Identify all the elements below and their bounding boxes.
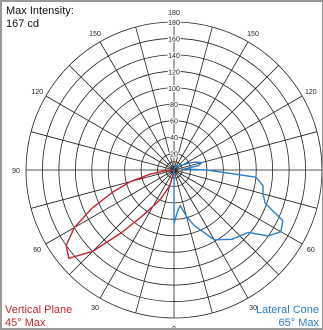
radial-tick-labels: 20 40 60 80 100 120 140 160 180 [167, 19, 181, 160]
angle-label: 150 [89, 31, 101, 38]
grid-spoke [173, 169, 318, 209]
grid-spoke [173, 169, 249, 299]
grid-spoke [45, 95, 175, 171]
polar-candela-chart: 20 40 60 80 100 120 140 160 180 0 30 60 90 120 150 180… [12, 10, 322, 328]
legend-caption-vertical-plane: 45° Max [5, 317, 46, 329]
angle-label: 30 [91, 305, 99, 312]
max-intensity-readout: Max Intensity: 167 cd [6, 5, 74, 31]
legend-label-lateral-cone: Lateral Cone [256, 304, 319, 316]
angle-label: 30 [249, 305, 257, 312]
angle-label: 120 [305, 89, 317, 96]
grid-spoke [69, 169, 175, 275]
grid-spoke [135, 26, 175, 171]
grid-spoke [99, 169, 175, 299]
radial-tick-label: 180 [168, 20, 180, 27]
lateral-cone-curve [173, 161, 284, 241]
vertical-plane-curve [65, 169, 175, 259]
grid-spoke [173, 95, 303, 171]
radial-tick-label: 140 [168, 53, 180, 60]
grid-spoke [135, 169, 175, 314]
radial-tick-label: 80 [170, 102, 178, 109]
grid-spoke [30, 131, 175, 171]
radial-tick-label: 60 [170, 119, 178, 126]
radial-tick-label: 120 [168, 69, 180, 76]
grid-spoke [173, 26, 213, 171]
grid-spoke [69, 65, 175, 171]
angle-label: 150 [247, 31, 259, 38]
radial-tick-label: 160 [168, 36, 180, 43]
angle-label: 60 [33, 247, 41, 254]
grid-spoke [173, 41, 249, 171]
grid-spoke [30, 169, 175, 209]
grid-spoke [173, 169, 279, 275]
radial-tick-label: 40 [170, 135, 178, 142]
legend-caption-lateral-cone: 65° Max [278, 317, 319, 329]
angle-label: 0 [172, 326, 176, 328]
max-intensity-value: 167 cd [6, 18, 40, 30]
radial-tick-label: 100 [168, 86, 180, 93]
grid-spoke [99, 41, 175, 171]
grid-spoke [173, 169, 213, 314]
legend-lateral-cone: Lateral Cone 65° Max [256, 304, 319, 329]
angle-label: 90 [12, 168, 20, 175]
angle-label: 180 [168, 10, 180, 17]
grid-spoke [173, 65, 279, 171]
grid-spoke [173, 131, 318, 171]
angle-label: 60 [307, 247, 315, 254]
series-curves [65, 161, 284, 259]
radial-tick-label: 20 [170, 152, 178, 159]
max-intensity-label: Max Intensity: [6, 5, 74, 17]
grid-spoke [45, 169, 175, 245]
legend-label-vertical-plane: Vertical Plane [5, 304, 73, 316]
legend-vertical-plane: Vertical Plane 45° Max [5, 304, 73, 329]
angle-label: 120 [31, 89, 43, 96]
angle-labels: 0306090120150180150120906030 [12, 10, 317, 328]
